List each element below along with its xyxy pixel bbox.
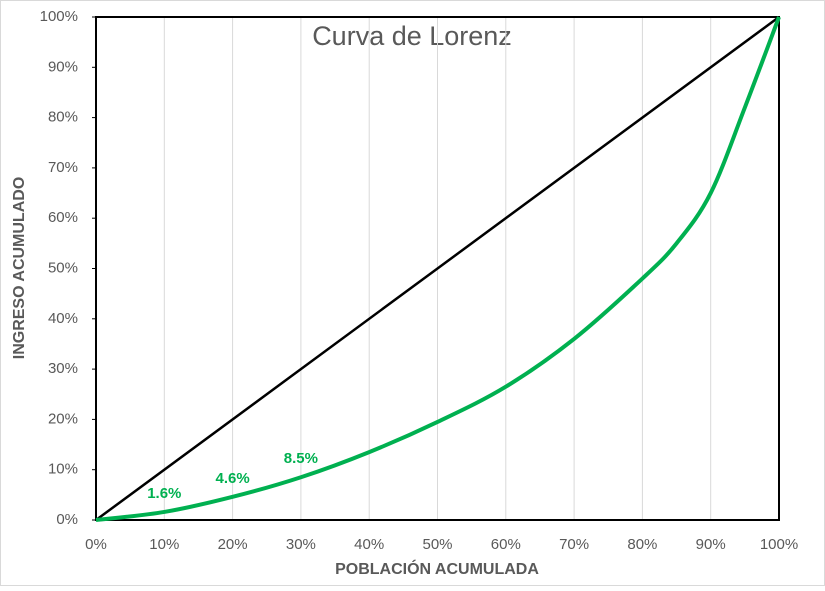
data-label: 8.5%: [284, 450, 318, 467]
y-tick-label: 50%: [48, 259, 78, 276]
y-tick-label: 20%: [48, 410, 78, 427]
y-tick-label: 90%: [48, 58, 78, 75]
x-tick-label: 70%: [559, 536, 589, 553]
x-tick-label: 40%: [354, 536, 384, 553]
y-tick-label: 40%: [48, 310, 78, 327]
data-label: 1.6%: [147, 485, 181, 502]
series-line: [95, 15, 780, 522]
y-tick-label: 30%: [48, 360, 78, 377]
x-tick-label: 20%: [218, 536, 248, 553]
plot-border: [95, 16, 780, 521]
x-tick-label: 0%: [85, 536, 107, 553]
y-tick-label: 80%: [48, 109, 78, 126]
chart-title: Curva de Lorenz: [312, 21, 512, 51]
y-tick-label: 60%: [48, 209, 78, 226]
x-tick-label: 60%: [491, 536, 521, 553]
x-tick-label: 10%: [149, 536, 179, 553]
x-tick-label: 30%: [286, 536, 316, 553]
x-tick-label: 50%: [422, 536, 452, 553]
y-axis-title: INGRESO ACUMULADO: [11, 177, 28, 360]
y-tick-label: 70%: [48, 159, 78, 176]
x-tick-label: 100%: [760, 536, 798, 553]
data-label: 4.6%: [215, 470, 249, 487]
series-line: [95, 16, 781, 522]
y-tick-label: 100%: [40, 8, 78, 25]
y-tick-label: 0%: [56, 511, 78, 528]
y-tick-label: 10%: [48, 461, 78, 478]
x-tick-label: 90%: [696, 536, 726, 553]
x-axis-title: POBLACIÓN ACUMULADA: [335, 559, 539, 578]
x-tick-label: 80%: [627, 536, 657, 553]
